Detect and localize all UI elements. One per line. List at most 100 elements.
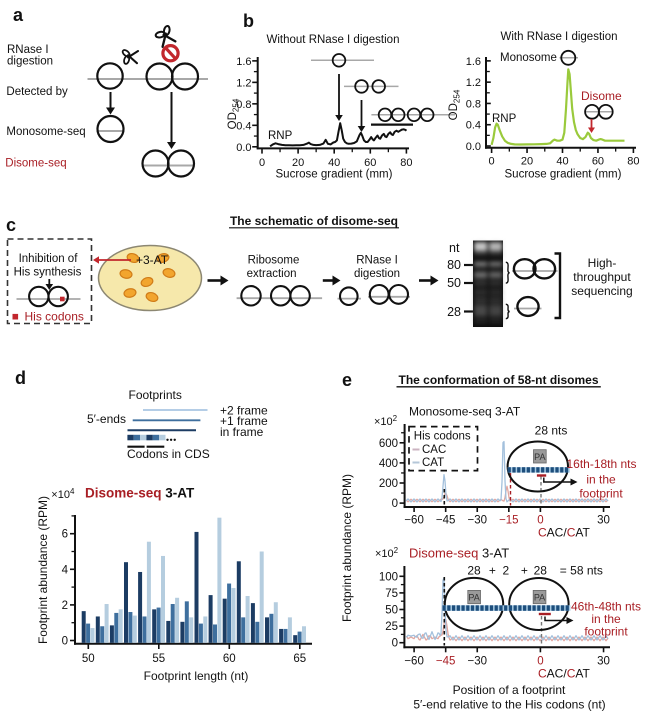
svg-text:CAC/CAT: CAC/CAT — [538, 526, 590, 540]
svg-text:60: 60 — [592, 156, 604, 168]
svg-text:= 58 nts: = 58 nts — [560, 564, 603, 578]
svg-text:The conformation of 58-nt diso: The conformation of 58-nt disomes — [398, 373, 598, 387]
svg-text:Footprint abundance (RPM): Footprint abundance (RPM) — [36, 496, 50, 644]
svg-text:in the: in the — [591, 612, 621, 626]
svg-text:Codons in CDS: Codons in CDS — [127, 447, 210, 461]
svg-text:−15: −15 — [499, 515, 519, 527]
svg-text:×104: ×104 — [51, 487, 75, 501]
svg-text:0: 0 — [392, 498, 398, 510]
svg-text:0.4: 0.4 — [236, 120, 251, 132]
svg-text:Disome-seq: Disome-seq — [5, 158, 66, 170]
svg-text:0: 0 — [392, 638, 398, 650]
svg-text:b: b — [243, 11, 254, 31]
svg-text:×102: ×102 — [375, 546, 399, 560]
svg-text:The schematic of disome-seq: The schematic of disome-seq — [230, 214, 398, 228]
svg-text:75: 75 — [385, 588, 398, 600]
svg-text:His codons: His codons — [25, 310, 84, 324]
svg-text:extraction: extraction — [247, 268, 297, 280]
svg-text:CAC: CAC — [422, 444, 446, 456]
svg-text:+: + — [521, 564, 528, 578]
svg-text:Inhibition of: Inhibition of — [19, 253, 79, 265]
svg-text:Footprint length (nt): Footprint length (nt) — [144, 669, 249, 683]
svg-text:−60: −60 — [404, 656, 424, 668]
svg-text:30: 30 — [597, 656, 610, 668]
svg-text:Monosome-seq: Monosome-seq — [6, 126, 85, 138]
svg-text:throughput: throughput — [573, 270, 631, 284]
svg-text:4: 4 — [62, 564, 69, 576]
svg-text:RNase I: RNase I — [7, 44, 49, 56]
svg-text:Monosome-seq 3-AT: Monosome-seq 3-AT — [409, 405, 521, 419]
svg-text:600: 600 — [379, 438, 398, 450]
svg-text:CAC/CAT: CAC/CAT — [538, 667, 590, 681]
svg-text:0: 0 — [259, 157, 265, 169]
svg-text:50: 50 — [82, 653, 95, 665]
svg-text:28: 28 — [447, 305, 461, 319]
svg-text:Disome-seq 3-AT: Disome-seq 3-AT — [85, 486, 195, 501]
svg-text:65: 65 — [293, 653, 306, 665]
svg-text:nt: nt — [449, 241, 460, 255]
svg-text:in frame: in frame — [220, 425, 264, 439]
svg-text:+: + — [489, 564, 496, 578]
svg-text:0.0: 0.0 — [466, 141, 481, 153]
svg-text:d: d — [15, 368, 26, 388]
svg-text:sequencing: sequencing — [571, 284, 632, 298]
svg-text:2: 2 — [62, 600, 68, 612]
svg-text:Disome: Disome — [581, 89, 622, 103]
svg-text:digestion: digestion — [7, 56, 53, 68]
svg-text:0: 0 — [489, 156, 495, 168]
svg-text:Without RNase I digestion: Without RNase I digestion — [267, 34, 400, 46]
svg-text:2: 2 — [502, 564, 509, 578]
svg-text:50: 50 — [385, 605, 398, 617]
svg-text:0.8: 0.8 — [466, 98, 481, 110]
svg-text:80: 80 — [400, 157, 412, 169]
svg-text:80: 80 — [447, 258, 461, 272]
svg-text:in the: in the — [586, 473, 616, 487]
svg-text:footprint: footprint — [579, 487, 623, 501]
svg-text:Monosome: Monosome — [500, 52, 557, 64]
svg-text:6: 6 — [62, 529, 68, 541]
svg-text:Detected by: Detected by — [6, 86, 68, 98]
svg-text:20: 20 — [521, 156, 533, 168]
svg-text:PA: PA — [468, 593, 479, 603]
svg-text:0.8: 0.8 — [236, 99, 251, 111]
svg-text:0.4: 0.4 — [466, 120, 481, 132]
svg-text:60: 60 — [223, 653, 236, 665]
svg-text:400: 400 — [379, 458, 398, 470]
svg-text:0.0: 0.0 — [236, 142, 251, 154]
svg-text:0: 0 — [62, 636, 68, 648]
svg-text:×102: ×102 — [374, 414, 398, 428]
svg-text:−30: −30 — [467, 515, 487, 527]
svg-text:28 nts: 28 nts — [535, 424, 568, 438]
svg-text:50: 50 — [447, 276, 461, 290]
svg-text:5′-end relative to the His cod: 5′-end relative to the His codons (nt) — [413, 698, 605, 712]
svg-text:a: a — [13, 5, 24, 25]
svg-text:20: 20 — [292, 157, 304, 169]
svg-text:PA: PA — [534, 593, 545, 603]
svg-text:RNP: RNP — [268, 130, 293, 142]
svg-text:1.2: 1.2 — [236, 77, 251, 89]
svg-text:With RNase I digestion: With RNase I digestion — [501, 31, 618, 43]
svg-text:1.6: 1.6 — [236, 56, 251, 68]
svg-text:80: 80 — [627, 156, 639, 168]
svg-text:28: 28 — [467, 564, 481, 578]
svg-text:5′-ends: 5′-ends — [87, 412, 126, 426]
svg-text:High-: High- — [588, 256, 617, 270]
svg-text:+3-AT: +3-AT — [136, 253, 169, 267]
svg-text:40: 40 — [328, 157, 340, 169]
svg-text:16th-18th nts: 16th-18th nts — [566, 457, 636, 471]
svg-text:55: 55 — [152, 653, 165, 665]
svg-text:Disome-seq 3-AT: Disome-seq 3-AT — [409, 546, 509, 561]
svg-text:60: 60 — [364, 157, 376, 169]
svg-text:c: c — [6, 215, 16, 235]
svg-text:200: 200 — [379, 478, 398, 490]
svg-text:PA: PA — [534, 452, 545, 462]
svg-text:1.6: 1.6 — [466, 56, 481, 68]
svg-text:Position of a footprint: Position of a footprint — [453, 683, 566, 697]
svg-text:e: e — [342, 370, 352, 390]
svg-text:28: 28 — [534, 564, 548, 578]
svg-text:+1 frame: +1 frame — [220, 414, 268, 428]
svg-text:Footprint abundance (RPM): Footprint abundance (RPM) — [340, 474, 354, 622]
svg-text:−45: −45 — [436, 515, 456, 527]
svg-text:+2 frame: +2 frame — [220, 404, 268, 418]
svg-text:footprint: footprint — [584, 625, 628, 639]
